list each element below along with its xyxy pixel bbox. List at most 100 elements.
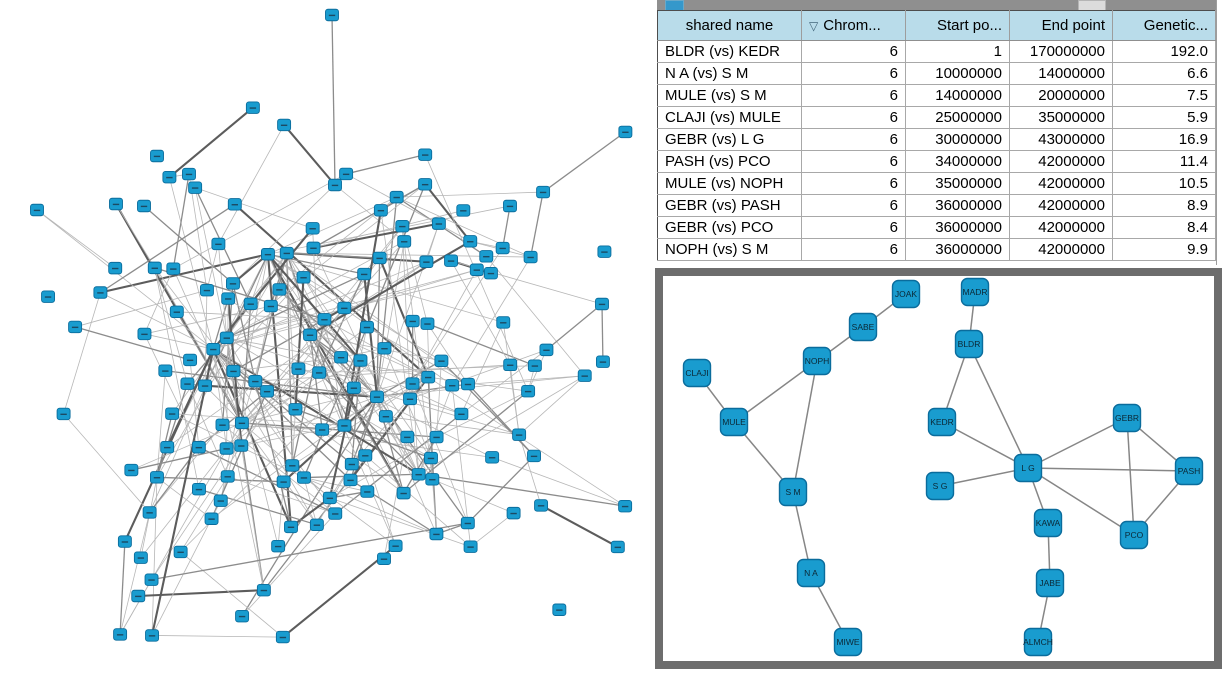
network-node[interactable] — [480, 251, 493, 263]
network-node[interactable] — [528, 360, 541, 372]
network-node[interactable] — [216, 419, 229, 431]
network-node[interactable] — [235, 440, 248, 452]
node-bldr[interactable]: BLDR — [956, 331, 983, 358]
network-node[interactable] — [378, 553, 391, 565]
network-node[interactable] — [170, 306, 183, 318]
network-node[interactable] — [276, 631, 289, 643]
network-node[interactable] — [235, 417, 248, 429]
network-node[interactable] — [69, 321, 82, 333]
network-node[interactable] — [249, 375, 262, 387]
network-node[interactable] — [421, 318, 434, 330]
network-node[interactable] — [373, 252, 386, 264]
network-node[interactable] — [138, 328, 151, 340]
network-node[interactable] — [205, 513, 218, 525]
node-sabe[interactable]: SABE — [850, 314, 877, 341]
network-node[interactable] — [143, 507, 156, 519]
network-node[interactable] — [611, 541, 624, 553]
network-node[interactable] — [118, 536, 131, 548]
network-node[interactable] — [306, 223, 319, 235]
network-node[interactable] — [199, 380, 212, 392]
network-node[interactable] — [318, 314, 331, 326]
column-header-start-point[interactable]: Start po... — [906, 11, 1010, 41]
network-node[interactable] — [220, 443, 233, 455]
network-node[interactable] — [261, 386, 274, 398]
network-node[interactable] — [406, 315, 419, 327]
network-node[interactable] — [457, 205, 470, 217]
node-mule[interactable]: MULE — [721, 409, 748, 436]
network-node[interactable] — [484, 267, 497, 279]
edge-BLDR-LG[interactable] — [969, 344, 1028, 468]
network-node[interactable] — [192, 483, 205, 495]
network-node[interactable] — [114, 629, 127, 641]
network-node[interactable] — [109, 262, 122, 274]
network-node[interactable] — [329, 179, 342, 191]
network-node[interactable] — [524, 251, 537, 263]
network-node[interactable] — [277, 476, 290, 488]
network-node[interactable] — [221, 471, 234, 483]
network-node[interactable] — [404, 393, 417, 405]
node-kawa[interactable]: KAWA — [1035, 510, 1062, 537]
edge-NOPH-SM[interactable] — [793, 361, 817, 492]
network-node[interactable] — [163, 171, 176, 183]
network-node[interactable] — [464, 541, 477, 553]
network-node[interactable] — [200, 284, 213, 296]
network-node[interactable] — [504, 200, 517, 212]
network-node[interactable] — [360, 321, 373, 333]
column-header-genetic[interactable]: Genetic... — [1113, 11, 1216, 41]
node-madr[interactable]: MADR — [962, 279, 989, 306]
column-header-chromosome[interactable]: ▽Chrom... — [802, 11, 906, 41]
network-node[interactable] — [207, 343, 220, 355]
network-node[interactable] — [446, 380, 459, 392]
network-node[interactable] — [535, 500, 548, 512]
node-claji[interactable]: CLAJI — [684, 360, 711, 387]
network-node[interactable] — [246, 102, 259, 114]
network-node[interactable] — [361, 486, 374, 498]
network-node[interactable] — [222, 293, 235, 305]
network-node[interactable] — [125, 464, 138, 476]
network-node[interactable] — [184, 354, 197, 366]
network-node[interactable] — [338, 302, 351, 314]
network-node[interactable] — [412, 469, 425, 481]
node-gebr[interactable]: GEBR — [1114, 405, 1141, 432]
node-sg[interactable]: S G — [927, 473, 954, 500]
network-node[interactable] — [598, 246, 611, 258]
network-node[interactable] — [435, 355, 448, 367]
node-miwe[interactable]: MIWE — [835, 629, 862, 656]
network-node[interactable] — [430, 528, 443, 540]
network-node[interactable] — [338, 420, 351, 432]
network-node[interactable] — [161, 441, 174, 453]
network-node[interactable] — [145, 574, 158, 586]
network-node[interactable] — [148, 262, 161, 274]
node-pash[interactable]: PASH — [1176, 458, 1203, 485]
network-node[interactable] — [273, 284, 286, 296]
network-node[interactable] — [504, 359, 517, 371]
node-almch[interactable]: ALMCH — [1023, 629, 1053, 656]
network-node[interactable] — [497, 317, 510, 329]
horizontal-scrollbar-strip[interactable] — [657, 0, 1216, 10]
network-node[interactable] — [596, 356, 609, 368]
network-node[interactable] — [280, 247, 293, 259]
network-node[interactable] — [134, 552, 147, 564]
network-node[interactable] — [42, 291, 55, 303]
network-node[interactable] — [292, 363, 305, 375]
network-node[interactable] — [278, 119, 291, 131]
network-node[interactable] — [167, 263, 180, 275]
vertical-scrollbar-track[interactable] — [1216, 0, 1222, 265]
network-node[interactable] — [297, 272, 310, 284]
network-node[interactable] — [462, 378, 475, 390]
node-kedr[interactable]: KEDR — [929, 409, 956, 436]
edge-GEBR-PCO[interactable] — [1127, 418, 1134, 535]
network-node[interactable] — [430, 431, 443, 443]
network-node[interactable] — [397, 487, 410, 499]
network-node[interactable] — [522, 385, 535, 397]
network-node[interactable] — [370, 391, 383, 403]
network-node[interactable] — [470, 264, 483, 276]
network-node[interactable] — [432, 218, 445, 230]
network-node[interactable] — [307, 242, 320, 254]
